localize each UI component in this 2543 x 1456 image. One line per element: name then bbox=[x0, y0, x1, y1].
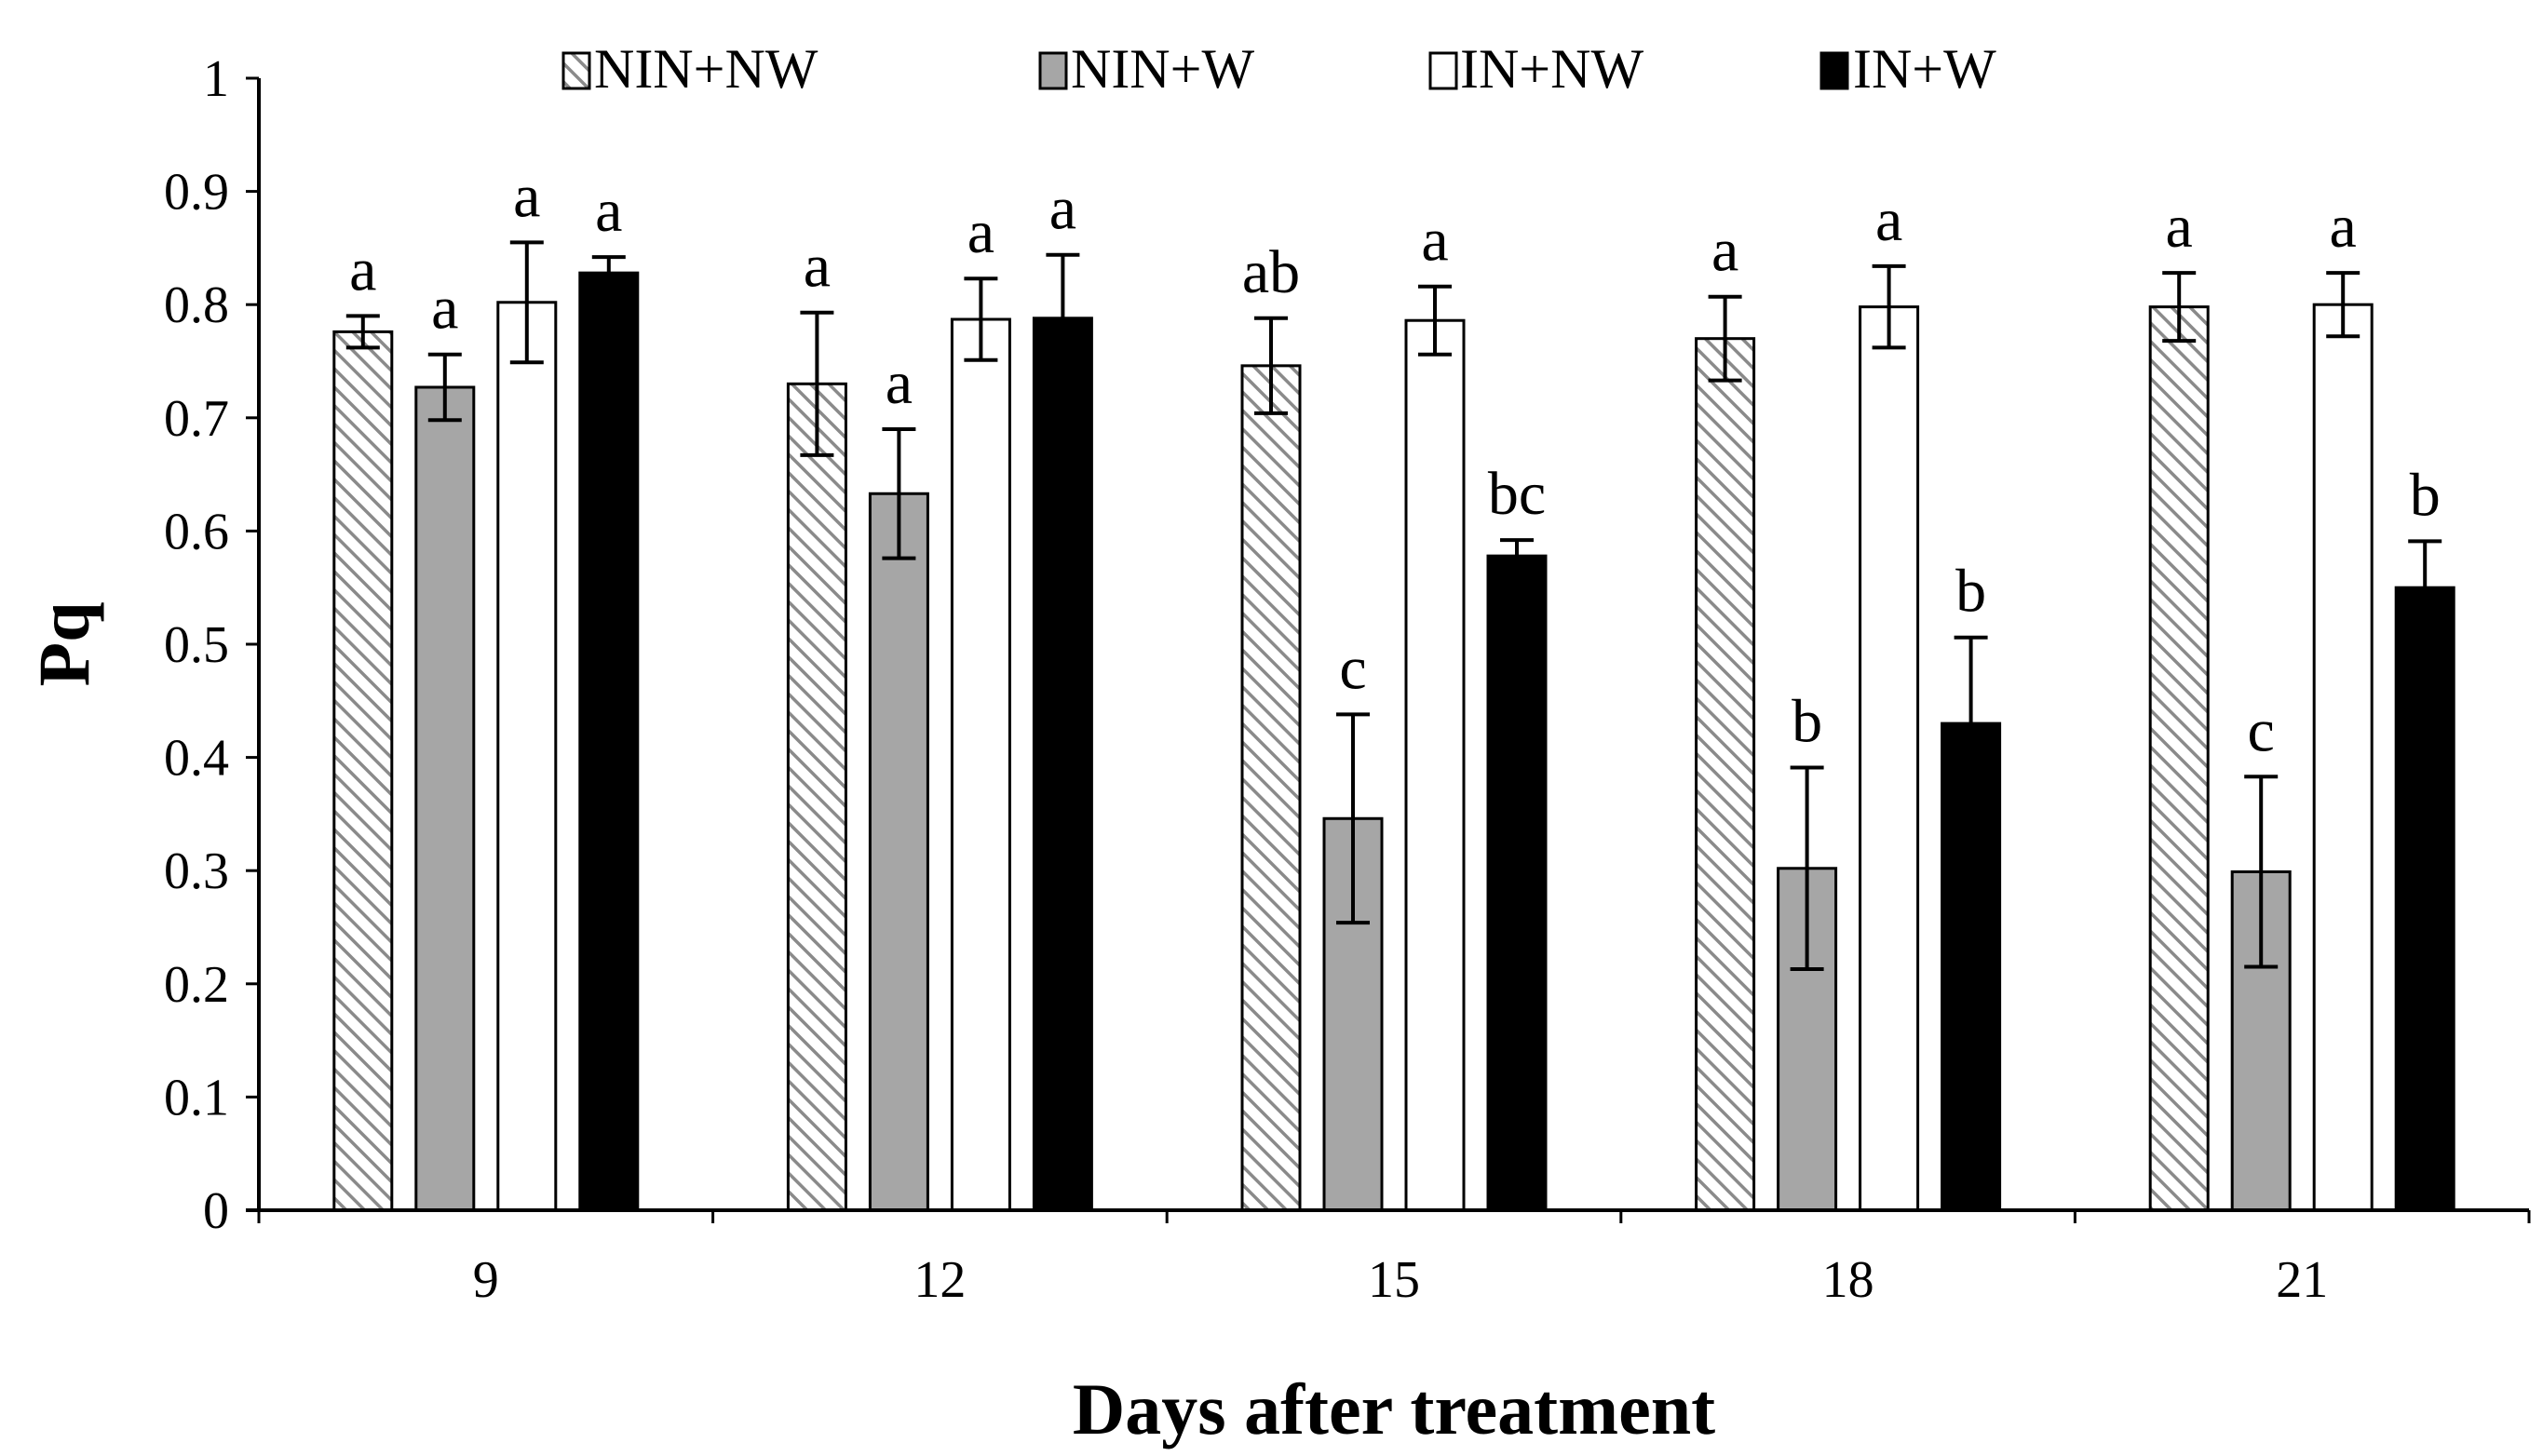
sig-letter-in-nw-day-21: a bbox=[2330, 193, 2357, 261]
sig-letter-in-w-day-15: bc bbox=[1488, 460, 1546, 528]
bar-in-nw-day-18 bbox=[1859, 305, 1920, 1212]
sig-letter-in-nw-day-9: a bbox=[513, 162, 540, 230]
y-tick-label-9: 0.9 bbox=[164, 164, 229, 222]
error-bar-in-nw-day-12 bbox=[964, 276, 998, 362]
error-bar-nin-w-day-21 bbox=[2244, 775, 2279, 969]
bar-in-w-day-12 bbox=[1032, 317, 1093, 1212]
legend-label-nin-nw: NIN+NW bbox=[594, 38, 818, 100]
x-axis-ticks: 9 12 15 18 21 bbox=[257, 1210, 2531, 1309]
y-tick-label-6: 0.6 bbox=[164, 503, 229, 560]
legend-item-nin-nw: NIN+NW bbox=[561, 38, 818, 100]
bar-nin-nw-day-18 bbox=[1695, 337, 1756, 1212]
y-tick-label-8: 0.8 bbox=[164, 276, 229, 334]
sig-letter-nin-w-day-12: a bbox=[886, 349, 913, 417]
bar-in-w-day-15 bbox=[1486, 554, 1548, 1212]
sig-letter-nin-w-day-21: c bbox=[2248, 696, 2275, 764]
y-tick-label-2: 0.2 bbox=[164, 956, 229, 1014]
error-bars bbox=[345, 240, 2442, 971]
sig-letter-in-nw-day-15: a bbox=[1421, 207, 1448, 275]
legend-item-in-nw: IN+NW bbox=[1428, 38, 1643, 100]
error-bar-in-nw-day-18 bbox=[1872, 263, 1906, 350]
legend-swatch-in-nw bbox=[1428, 51, 1458, 90]
error-bar-in-w-day-15 bbox=[1500, 538, 1534, 574]
legend-label-in-w: IN+W bbox=[1853, 38, 1996, 100]
sig-letter-nin-nw-day-9: a bbox=[349, 236, 376, 303]
error-bar-nin-w-day-12 bbox=[882, 426, 916, 560]
y-tick-label-1: 0.1 bbox=[164, 1069, 229, 1126]
y-axis-ticks: 0 0.1 0.2 0.3 0.4 0.5 0.6 0.7 0.8 0.9 1 bbox=[164, 50, 259, 1240]
sig-letter-nin-w-day-18: b bbox=[1792, 688, 1822, 756]
y-tick-label-10: 1 bbox=[203, 50, 229, 108]
y-tick-label-5: 0.5 bbox=[164, 616, 229, 674]
x-tick-label-21: 21 bbox=[2276, 1251, 2328, 1309]
bar-in-w-day-9 bbox=[578, 271, 640, 1212]
y-tick-label-0: 0 bbox=[203, 1182, 229, 1240]
x-tick-label-9: 9 bbox=[473, 1251, 499, 1309]
x-tick-label-12: 12 bbox=[913, 1251, 966, 1309]
legend-swatch-nin-w bbox=[1038, 51, 1068, 90]
sig-letter-nin-nw-day-15: ab bbox=[1242, 238, 1300, 306]
error-bar-in-w-day-21 bbox=[2408, 539, 2442, 637]
error-bar-in-nw-day-9 bbox=[509, 240, 544, 365]
sig-letter-in-w-day-9: a bbox=[595, 177, 622, 245]
bar-nin-nw-day-15 bbox=[1240, 364, 1302, 1212]
error-bar-nin-nw-day-9 bbox=[345, 314, 380, 350]
sig-letter-in-w-day-18: b bbox=[1955, 558, 1986, 626]
error-bar-nin-nw-day-21 bbox=[2162, 271, 2197, 344]
sig-letter-in-nw-day-18: a bbox=[1875, 186, 1902, 254]
error-bar-nin-w-day-9 bbox=[427, 352, 462, 423]
sig-letter-nin-nw-day-18: a bbox=[1711, 217, 1738, 285]
legend-item-nin-w: NIN+W bbox=[1038, 38, 1254, 100]
legend-label-in-nw: IN+NW bbox=[1460, 38, 1643, 100]
sig-letter-in-nw-day-12: a bbox=[967, 198, 994, 266]
sig-letter-in-w-day-21: b bbox=[2410, 461, 2441, 529]
error-bar-nin-nw-day-15 bbox=[1254, 316, 1288, 415]
error-bar-in-w-day-18 bbox=[1954, 635, 1988, 812]
legend-swatch-in-w bbox=[1819, 51, 1849, 90]
x-tick-label-18: 18 bbox=[1822, 1251, 1874, 1309]
error-bar-in-nw-day-15 bbox=[1418, 284, 1452, 357]
bar-in-nw-day-12 bbox=[950, 317, 1011, 1212]
error-bar-nin-w-day-18 bbox=[1790, 765, 1824, 971]
sig-letter-nin-w-day-9: a bbox=[431, 275, 458, 343]
error-bar-nin-nw-day-12 bbox=[800, 310, 834, 457]
error-bar-in-w-day-9 bbox=[591, 255, 626, 291]
sig-letter-nin-nw-day-12: a bbox=[804, 233, 831, 301]
sig-letter-nin-nw-day-21: a bbox=[2166, 193, 2193, 261]
bar-in-nw-day-9 bbox=[496, 301, 558, 1212]
legend-item-in-w: IN+W bbox=[1819, 38, 1996, 100]
error-bar-nin-w-day-15 bbox=[1336, 712, 1370, 925]
y-tick-label-7: 0.7 bbox=[164, 390, 229, 448]
bar-nin-w-day-9 bbox=[414, 385, 476, 1212]
error-bar-in-nw-day-21 bbox=[2326, 271, 2360, 339]
x-tick-label-15: 15 bbox=[1368, 1251, 1420, 1309]
y-tick-label-3: 0.3 bbox=[164, 843, 229, 900]
sig-letter-in-w-day-12: a bbox=[1049, 175, 1076, 243]
legend: NIN+NW NIN+W IN+NW IN+W bbox=[561, 38, 1996, 100]
bar-nin-nw-day-21 bbox=[2148, 305, 2210, 1212]
bar-in-w-day-21 bbox=[2394, 586, 2455, 1212]
bars bbox=[332, 271, 2455, 1212]
sig-letter-nin-w-day-15: c bbox=[1339, 634, 1366, 702]
bar-nin-w-day-12 bbox=[868, 492, 929, 1212]
legend-label-nin-w: NIN+W bbox=[1071, 38, 1254, 100]
bar-nin-w-day-18 bbox=[1777, 867, 1838, 1212]
x-axis-title: Days after treatment bbox=[1073, 1368, 1715, 1449]
legend-swatch-nin-nw bbox=[561, 51, 591, 90]
y-axis-title: Pq bbox=[23, 601, 104, 686]
bar-nin-nw-day-9 bbox=[332, 330, 394, 1212]
bar-in-nw-day-21 bbox=[2312, 303, 2374, 1212]
bar-in-nw-day-15 bbox=[1404, 318, 1466, 1212]
y-tick-label-4: 0.4 bbox=[164, 730, 229, 788]
bar-nin-nw-day-12 bbox=[786, 382, 847, 1212]
error-bar-nin-nw-day-18 bbox=[1708, 294, 1742, 383]
error-bar-in-w-day-12 bbox=[1046, 252, 1080, 384]
